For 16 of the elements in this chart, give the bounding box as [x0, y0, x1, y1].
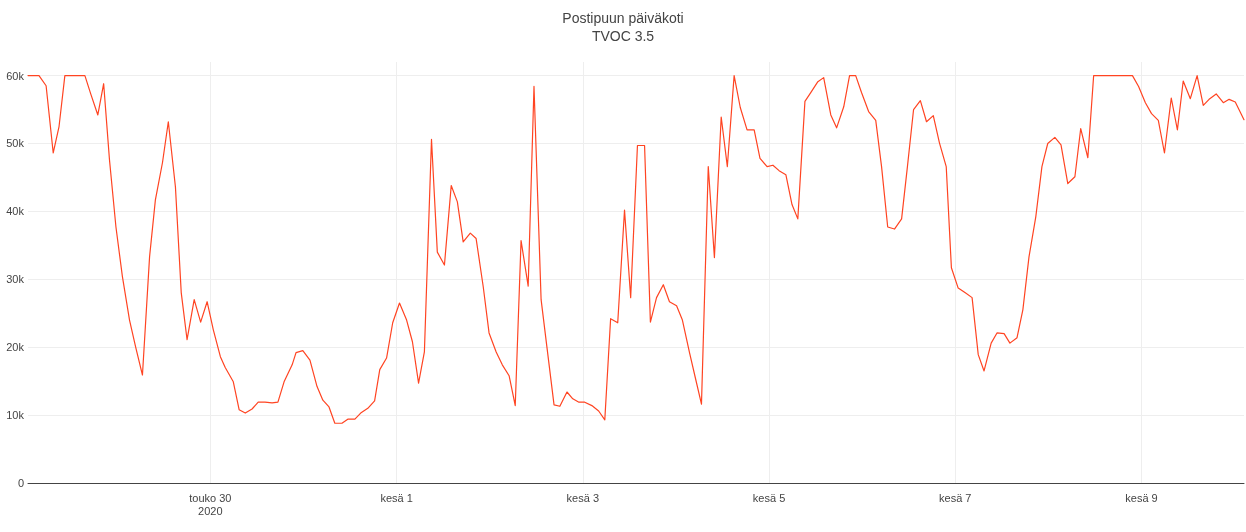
chart-title: Postipuun päiväkoti	[562, 10, 684, 26]
x-tick-label: kesä 7	[939, 491, 972, 504]
y-tick-label: 10k	[6, 409, 25, 422]
y-tick-label: 0	[17, 477, 24, 489]
x-tick-label: kesä 1	[380, 491, 413, 504]
x-tick-label: kesä 9	[1125, 491, 1158, 504]
x-tick-label: kesä 3	[566, 491, 600, 504]
x-tick-label: kesä 5	[752, 491, 786, 504]
y-tick-label: 30k	[6, 273, 25, 286]
x-tick-label: touko 30 2020	[189, 491, 232, 517]
chart-subtitle: TVOC 3.5	[591, 28, 655, 44]
y-tick-label: 40k	[6, 205, 25, 218]
line-series	[27, 74, 1245, 424]
y-tick-label: 60k	[6, 69, 25, 82]
y-tick-label: 50k	[6, 137, 25, 150]
y-tick-label: 20k	[6, 341, 25, 354]
